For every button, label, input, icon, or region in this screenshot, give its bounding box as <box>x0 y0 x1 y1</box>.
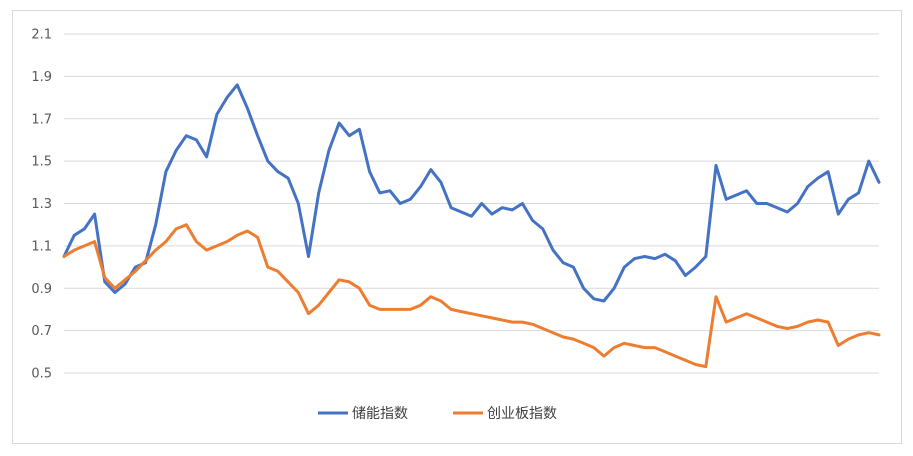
legend: 储能指数 创业板指数 <box>318 406 557 422</box>
y-tick-label: 1.5 <box>31 155 52 170</box>
y-axis-tick-labels: 2.1 1.9 1.7 1.5 1.3 1.1 0.9 0.7 0.5 <box>31 28 52 382</box>
gridlines <box>64 33 879 374</box>
y-tick-label: 2.1 <box>31 28 52 43</box>
y-tick-label: 0.7 <box>31 324 52 339</box>
legend-label-1: 创业板指数 <box>487 406 557 422</box>
y-tick-label: 1.7 <box>31 112 52 127</box>
series-line-0 <box>62 83 881 303</box>
y-tick-label: 1.9 <box>31 70 52 85</box>
y-tick-label: 0.9 <box>31 282 52 297</box>
series-lines <box>62 83 881 369</box>
legend-label-0: 储能指数 <box>352 406 408 422</box>
y-tick-label: 0.5 <box>31 367 52 382</box>
chart-frame <box>12 10 902 444</box>
y-tick-label: 1.1 <box>31 239 52 254</box>
series-line-1 <box>62 223 881 369</box>
y-tick-label: 1.3 <box>31 197 52 212</box>
